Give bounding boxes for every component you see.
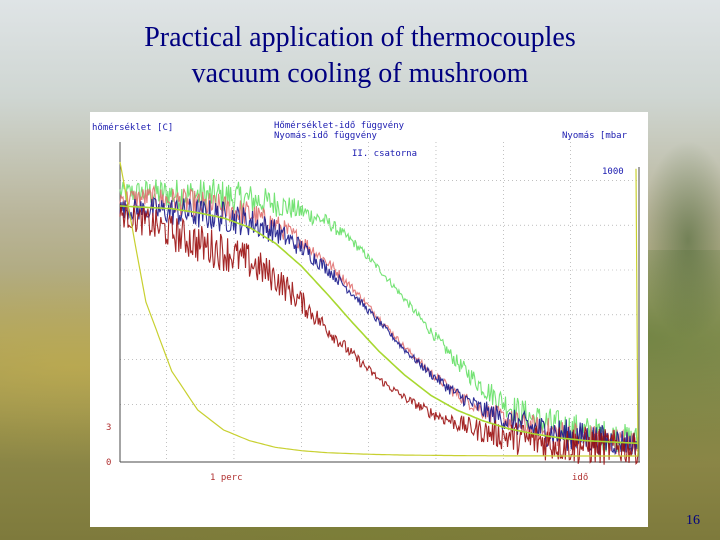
background-trees [640, 140, 720, 340]
series-green [119, 178, 639, 453]
y-tick-3: 3 [106, 423, 111, 433]
axes [119, 142, 640, 463]
chart-title-2: Nyomás-idő függvény [274, 130, 378, 141]
series-blue [119, 197, 639, 456]
slide-title: Practical application of thermocouples v… [0, 20, 720, 92]
slide-title-line2: vacuum cooling of mushroom [191, 58, 529, 89]
slide-number: 16 [686, 513, 700, 528]
x-tick-1-perc: 1 perc [210, 473, 243, 483]
y-right-label: Nyomás [mbar [562, 131, 628, 141]
y-left-label: hőmérséklet [C] [92, 122, 173, 133]
chart-title-1: Hőmérséklet-idő függvény [274, 120, 405, 131]
chart-frame: hőmérséklet [C] Hőmérséklet-idő függvény… [90, 112, 648, 527]
channel-label: II. csatorna [352, 149, 417, 159]
series-layer [119, 161, 639, 466]
series-pressure [119, 161, 639, 457]
chart-svg: hőmérséklet [C] Hőmérséklet-idő függvény… [92, 120, 640, 483]
series-fit-line [119, 205, 639, 445]
y-right-max-label: 1000 [602, 167, 624, 177]
x-axis-label: idő [572, 473, 588, 483]
series-red [119, 202, 639, 466]
slide-title-line1: Practical application of thermocouples [144, 22, 576, 53]
y-tick-0: 0 [106, 458, 111, 468]
